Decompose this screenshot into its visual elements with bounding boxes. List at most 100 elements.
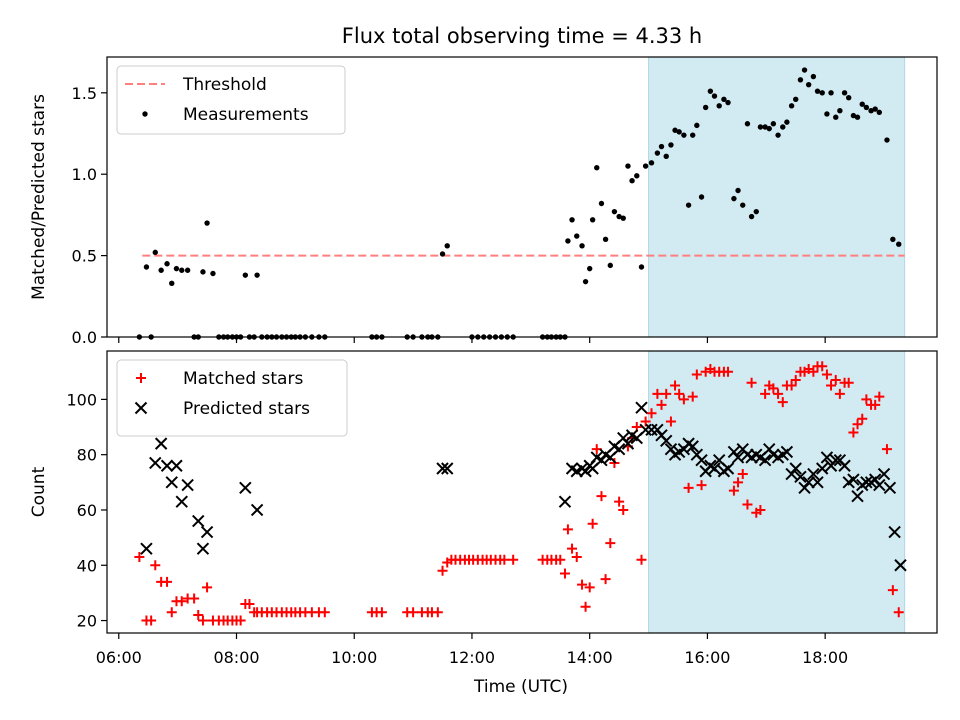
matched-star-point bbox=[874, 391, 885, 402]
measurement-point bbox=[444, 243, 450, 249]
x-tick-label: 16:00 bbox=[684, 648, 730, 667]
predicted-star-point bbox=[811, 476, 824, 489]
measurement-point bbox=[579, 243, 585, 249]
measurement-point bbox=[654, 150, 661, 156]
matched-star-point bbox=[432, 607, 443, 618]
measurement-point bbox=[565, 238, 571, 244]
measurement-point bbox=[574, 233, 580, 239]
measurement-point bbox=[784, 119, 790, 125]
measurement-point bbox=[616, 213, 622, 220]
legend-predicted-swatch bbox=[134, 401, 148, 415]
measurement-point bbox=[672, 127, 678, 133]
matched-star-point bbox=[408, 607, 419, 618]
predicted-star-point bbox=[829, 453, 842, 467]
measurement-point bbox=[766, 125, 772, 132]
measurement-point bbox=[707, 88, 714, 94]
measurement-point bbox=[850, 112, 857, 119]
matched-star-point bbox=[723, 366, 734, 377]
matched-star-point bbox=[821, 369, 832, 380]
y-tick-label: 1.0 bbox=[72, 165, 97, 184]
measurement-point bbox=[648, 160, 655, 166]
matched-star-point bbox=[571, 551, 582, 562]
matched-star-point bbox=[591, 444, 602, 455]
measurement-point bbox=[872, 106, 878, 112]
predicted-star-point bbox=[794, 470, 807, 484]
predicted-star-point bbox=[894, 559, 907, 572]
matched-star-point bbox=[870, 399, 881, 410]
predicted-star-point bbox=[170, 459, 183, 472]
count-series-1 bbox=[140, 401, 907, 572]
matched-star-point bbox=[176, 596, 187, 607]
measurement-point bbox=[242, 272, 249, 278]
measurement-point bbox=[582, 278, 589, 285]
predicted-star-point bbox=[816, 462, 829, 475]
matched-star-point bbox=[786, 380, 797, 391]
predicted-star-point bbox=[860, 476, 873, 489]
matched-star-point bbox=[691, 369, 702, 380]
measurement-point bbox=[711, 93, 718, 99]
predicted-star-point bbox=[660, 434, 673, 448]
measurement-point bbox=[735, 187, 741, 194]
matched-star-point bbox=[728, 485, 739, 496]
matched-star-point bbox=[887, 585, 898, 596]
measurement-point bbox=[884, 137, 890, 143]
matched-star-point bbox=[737, 469, 748, 480]
measurement-point bbox=[753, 208, 759, 215]
predicted-star-point bbox=[175, 495, 188, 508]
measurement-point bbox=[158, 267, 164, 273]
matched-star-point bbox=[848, 427, 859, 438]
count-axes-frame bbox=[106, 350, 938, 634]
ratio-series-0 bbox=[136, 67, 902, 340]
measurement-point bbox=[694, 122, 700, 129]
measurement-point bbox=[634, 173, 640, 179]
matched-star-point bbox=[652, 388, 663, 399]
measurement-point bbox=[638, 264, 645, 270]
measurement-point bbox=[152, 249, 158, 256]
measurement-point bbox=[859, 101, 865, 107]
predicted-star-point bbox=[140, 542, 153, 555]
predicted-star-point bbox=[149, 456, 162, 470]
legend-label: Measurements bbox=[183, 105, 309, 125]
predicted-star-point bbox=[239, 481, 252, 495]
ratio-legend: Threshold Measurements bbox=[116, 65, 346, 135]
predicted-star-point bbox=[873, 478, 886, 492]
ratio-panel: 0.0 0.5 1.0 1.5 Matched/Predicted stars Thres… bbox=[29, 56, 938, 347]
x-tick-label: 10:00 bbox=[331, 648, 377, 667]
measurement-point bbox=[775, 132, 781, 138]
measurement-point bbox=[762, 124, 768, 130]
measurement-point bbox=[876, 109, 883, 116]
y-axis-label: Matched/Predicted stars bbox=[29, 94, 49, 300]
measurement-point bbox=[698, 194, 705, 200]
matched-star-point bbox=[166, 607, 177, 618]
predicted-star-point bbox=[160, 459, 174, 472]
measurement-point bbox=[642, 163, 649, 169]
measurement-point bbox=[620, 215, 626, 221]
y-tick-label: 40 bbox=[77, 556, 97, 575]
measurement-point bbox=[589, 217, 596, 223]
measurement-point bbox=[744, 121, 751, 127]
predicted-star-point bbox=[200, 525, 214, 539]
predicted-star-point bbox=[851, 489, 864, 503]
y-tick-label: 20 bbox=[77, 612, 97, 631]
measurement-point bbox=[676, 129, 682, 135]
predicted-star-point bbox=[181, 478, 194, 492]
matched-star-point bbox=[808, 366, 819, 377]
y-tick-label: 60 bbox=[77, 501, 97, 520]
measurement-point bbox=[668, 142, 674, 148]
measurement-point bbox=[837, 108, 843, 114]
matched-star-point bbox=[670, 380, 681, 391]
measurement-point bbox=[598, 200, 605, 207]
matched-star-point bbox=[861, 394, 872, 405]
x-tick-label: 06:00 bbox=[96, 648, 142, 667]
matched-star-point bbox=[562, 524, 573, 535]
x-tick-label: 12:00 bbox=[449, 648, 495, 667]
matched-star-point bbox=[742, 499, 753, 510]
measurement-point bbox=[854, 114, 861, 120]
measurement-point bbox=[846, 94, 852, 101]
x-tick-label: 18:00 bbox=[802, 648, 848, 667]
predicted-star-point bbox=[686, 440, 699, 453]
matched-star-point bbox=[189, 593, 200, 604]
matched-star-point bbox=[605, 538, 616, 549]
chart-title: Flux total observing time = 4.33 h bbox=[342, 24, 702, 48]
